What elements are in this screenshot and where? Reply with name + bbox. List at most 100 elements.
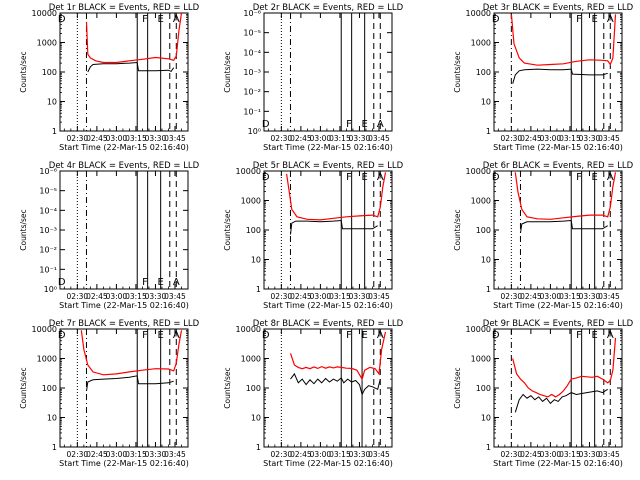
event-marker-d: D: [58, 277, 66, 288]
x-axis-label: Start Time (22-Mar-15 02:16:40): [493, 301, 623, 310]
x-tick-label: 02:45: [86, 134, 108, 143]
x-axis-label: Start Time (22-Mar-15 02:16:40): [263, 143, 393, 152]
x-tick-label: 03:15: [329, 134, 351, 143]
x-tick-label: 03:15: [125, 134, 147, 143]
series-line-events: [512, 68, 608, 84]
x-tick-label: 02:45: [86, 292, 108, 301]
y-tick-label: 100: [246, 384, 261, 393]
x-tick-label: 03:45: [598, 134, 620, 143]
y-axis-label: Counts/sec: [223, 367, 232, 408]
x-axis-label: Start Time (22-Mar-15 02:16:40): [59, 301, 189, 310]
y-tick-label: 1000: [471, 355, 491, 364]
x-tick-label: 03:30: [145, 450, 167, 459]
x-tick-label: 03:45: [368, 134, 390, 143]
y-tick-label: 10⁻⁴: [243, 48, 261, 57]
y-tick-label: 10⁻⁶: [39, 167, 57, 176]
y-tick-label: 10⁻²: [39, 246, 57, 255]
panel-title: Det 8r BLACK = Events, RED = LLD: [253, 319, 404, 329]
x-tick-label: 03:00: [310, 134, 332, 143]
event-marker-d: D: [262, 119, 270, 130]
plot-frame: [59, 170, 189, 290]
x-axis-label: Start Time (22-Mar-15 02:16:40): [59, 143, 189, 152]
y-tick-label: 1: [256, 285, 261, 294]
event-marker-e: E: [591, 14, 597, 25]
plot-frame: [263, 328, 393, 448]
x-tick-label: 02:30: [501, 134, 523, 143]
series-line-lld: [286, 172, 387, 221]
event-marker-f: F: [576, 172, 582, 183]
y-axis-label: Counts/sec: [453, 51, 462, 92]
x-tick-label: 02:45: [86, 450, 108, 459]
y-axis-label: Counts/sec: [19, 209, 28, 250]
y-tick-label: 10: [481, 98, 491, 107]
x-tick-label: 02:45: [290, 292, 312, 301]
plot-frame: [263, 12, 393, 132]
y-tick-label: 1000: [37, 39, 57, 48]
x-tick-label: 03:00: [106, 134, 128, 143]
event-marker-e: E: [361, 330, 367, 341]
panel-det-7: Det 7r BLACK = Events, RED = LLD 1 10 100 10…: [19, 319, 200, 468]
x-tick-label: 03:15: [125, 450, 147, 459]
x-axis-label: Start Time (22-Mar-15 02:16:40): [263, 301, 393, 310]
panel-det-5: Det 5r BLACK = Events, RED = LLD 1 10 100 10…: [223, 161, 404, 310]
y-tick-label: 1000: [37, 355, 57, 364]
y-tick-label: 10⁻²: [243, 88, 261, 97]
y-tick-label: 10: [481, 414, 491, 423]
y-tick-label: 10⁻³: [39, 226, 57, 235]
event-marker-a: A: [377, 330, 384, 341]
series-line-lld: [512, 337, 617, 398]
y-tick-label: 100: [476, 384, 491, 393]
y-tick-label: 1: [256, 443, 261, 452]
x-tick-label: 03:00: [540, 292, 562, 301]
event-marker-d: D: [58, 330, 66, 341]
event-marker-a: A: [607, 14, 614, 25]
event-marker-e: E: [157, 14, 163, 25]
x-tick-label: 03:15: [559, 134, 581, 143]
x-tick-label: 03:30: [349, 450, 371, 459]
x-tick-label: 02:45: [290, 450, 312, 459]
series-line-events: [520, 219, 608, 233]
event-marker-a: A: [173, 330, 180, 341]
series-line-events: [86, 375, 174, 391]
panel-title: Det 7r BLACK = Events, RED = LLD: [49, 319, 200, 329]
y-tick-label: 10⁻⁶: [243, 9, 261, 18]
event-marker-a: A: [377, 119, 384, 130]
x-tick-label: 02:45: [520, 134, 542, 143]
event-marker-a: A: [173, 277, 180, 288]
y-tick-label: 1000: [471, 39, 491, 48]
y-tick-label: 100: [42, 68, 57, 77]
y-tick-label: 100: [42, 384, 57, 393]
x-tick-label: 03:45: [598, 450, 620, 459]
y-tick-label: 10: [47, 98, 57, 107]
panel-det-4: Det 4r BLACK = Events, RED = LLD 10⁰ 10⁻¹ 1…: [19, 161, 200, 310]
x-tick-label: 02:30: [271, 450, 293, 459]
panel-det-8: Det 8r BLACK = Events, RED = LLD 1 10 100 10…: [223, 319, 404, 468]
event-marker-f: F: [576, 14, 582, 25]
x-tick-label: 02:30: [271, 292, 293, 301]
y-axis-label: Counts/sec: [223, 51, 232, 92]
y-tick-label: 1: [52, 127, 57, 136]
y-tick-label: 10000: [32, 9, 57, 18]
event-marker-e: E: [591, 172, 597, 183]
event-marker-d: D: [262, 330, 270, 341]
x-tick-label: 03:30: [579, 450, 601, 459]
x-tick-label: 02:30: [67, 450, 89, 459]
x-axis-label: Start Time (22-Mar-15 02:16:40): [263, 459, 393, 468]
y-tick-label: 10⁻¹: [39, 265, 57, 274]
panel-title: Det 5r BLACK = Events, RED = LLD: [253, 161, 404, 171]
event-marker-a: A: [173, 14, 180, 25]
x-tick-label: 03:30: [349, 292, 371, 301]
panel-title: Det 1r BLACK = Events, RED = LLD: [49, 3, 200, 13]
y-tick-label: 10: [481, 256, 491, 265]
event-marker-a: A: [607, 330, 614, 341]
event-marker-d: D: [492, 14, 500, 25]
plot-frame: [59, 12, 189, 132]
series-line-lld: [80, 330, 183, 376]
y-tick-label: 10: [251, 256, 261, 265]
series-line-lld: [85, 12, 183, 64]
x-tick-label: 03:00: [540, 134, 562, 143]
x-tick-label: 03:45: [368, 292, 390, 301]
x-tick-label: 03:45: [164, 292, 186, 301]
event-marker-e: E: [157, 330, 163, 341]
x-tick-label: 03:30: [579, 292, 601, 301]
